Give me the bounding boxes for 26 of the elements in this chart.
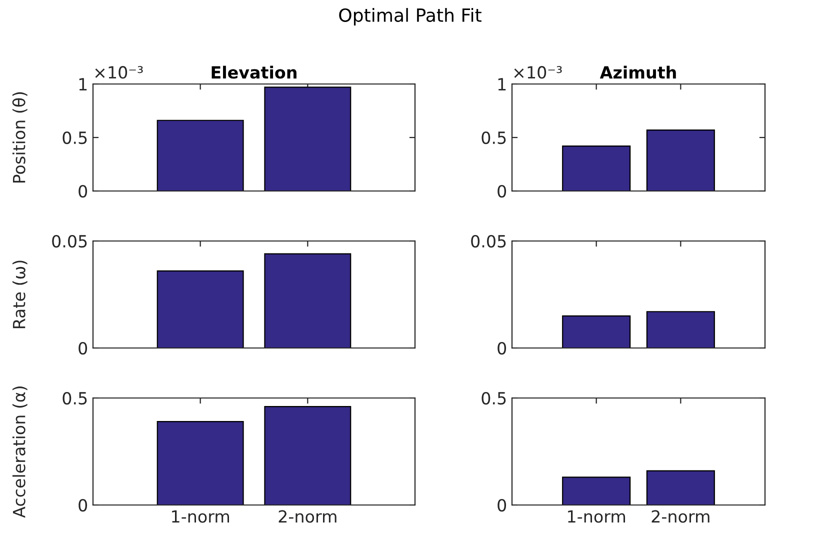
y-tick-label: 0.5 [62,392,87,405]
y-tick-label: 1 [79,78,87,90]
y-tick-label: 0.5 [62,131,87,144]
y-tick-label: 0 [498,184,506,198]
text: Optimal Path Fit [339,8,482,26]
x-tick-label: 1-norm [172,510,230,523]
y-tick-label: 0.05 [52,234,87,248]
y-tick-label: 0.5 [482,392,506,405]
chart-title: Elevation [212,66,296,79]
y-axis-title: Acceleration (α) [12,386,28,518]
text: ×10⁻³ [514,66,562,79]
y-tick-label: 0 [78,498,88,512]
text: ×10⁻³ [95,66,143,79]
y-axis-title: Rate (ω) [12,260,28,328]
x-tick-label: 2-norm [278,510,336,523]
chart-title: Azimuth [600,66,676,79]
x-tick-label: 2-norm [652,510,710,523]
y-tick-label: 1 [498,78,506,90]
y-tick-label: 0 [78,184,88,198]
y-tick-label: 0.5 [482,131,506,144]
x-tick-label: 1-norm [568,510,626,523]
y-tick-label: 0 [498,498,506,512]
y-tick-label: 0 [498,342,506,355]
y-tick-label: 0 [78,342,88,355]
y-tick-label: 0.05 [471,234,506,248]
y-axis-title: Position (θ) [12,92,28,183]
